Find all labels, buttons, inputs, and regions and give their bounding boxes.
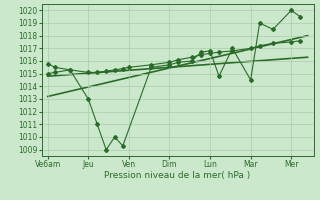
X-axis label: Pression niveau de la mer( hPa ): Pression niveau de la mer( hPa ): [104, 171, 251, 180]
